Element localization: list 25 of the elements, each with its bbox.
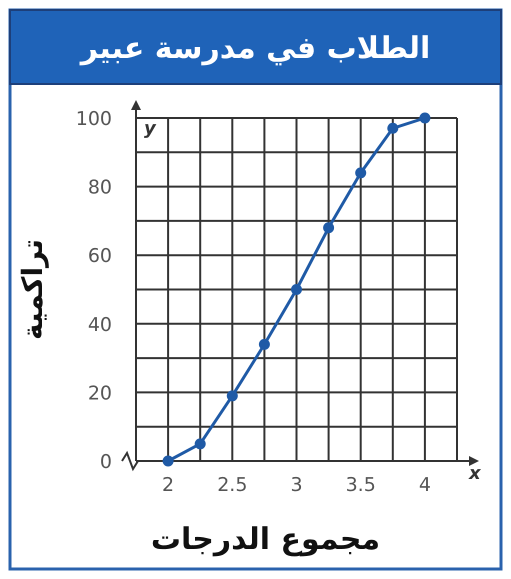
point bbox=[355, 167, 366, 178]
y-tick-label: 80 bbox=[88, 176, 112, 199]
point bbox=[226, 390, 238, 402]
x-axis-title: مجموع الدرجات bbox=[150, 522, 380, 557]
chart-title: الطلاب في مدرسة عبير bbox=[78, 31, 430, 66]
point bbox=[323, 222, 334, 234]
x-tick-label: 2 bbox=[162, 474, 174, 496]
point bbox=[291, 284, 302, 295]
point bbox=[194, 438, 206, 450]
y-tick-label: 20 bbox=[88, 382, 112, 404]
x-tick-label: 4 bbox=[418, 474, 431, 496]
point bbox=[419, 112, 430, 124]
x-tick-label: 3.5 bbox=[346, 474, 376, 496]
text: x bbox=[468, 463, 482, 484]
y-axis-title: تراكمية bbox=[16, 239, 49, 340]
annotation: y bbox=[144, 118, 157, 139]
y-tick-label: 0 bbox=[100, 451, 112, 473]
point bbox=[387, 122, 398, 134]
y-tick-label: 60 bbox=[88, 245, 112, 268]
x-tick-label: 3 bbox=[290, 474, 303, 496]
point bbox=[258, 338, 270, 350]
y-tick-label: 40 bbox=[88, 314, 112, 336]
y-tick-label: 100 bbox=[76, 108, 112, 130]
x-tick-label: 2.5 bbox=[217, 474, 248, 496]
point bbox=[162, 456, 174, 466]
